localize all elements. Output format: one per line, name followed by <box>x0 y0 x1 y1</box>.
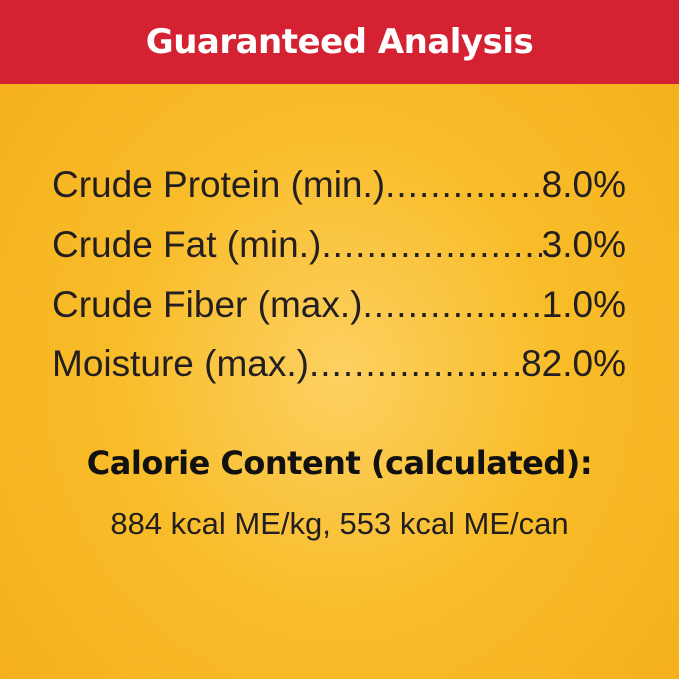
analysis-label: Crude Fat (min.) <box>52 224 322 265</box>
analysis-row: Crude Fiber (max.) 1.0% <box>52 284 626 326</box>
analysis-value: 8.0% <box>541 164 626 205</box>
dot-leader <box>309 343 521 385</box>
analysis-label: Crude Protein (min.) <box>52 164 386 205</box>
analysis-value: 3.0% <box>541 224 626 265</box>
analysis-value: 1.0% <box>541 284 626 325</box>
analysis-row: Moisture (max.) 82.0% <box>52 343 626 385</box>
calorie-title: Calorie Content (calculated): <box>86 444 593 482</box>
header-banner: Guaranteed Analysis <box>0 0 679 84</box>
dot-leader <box>321 224 541 266</box>
analysis-value: 82.0% <box>521 343 626 384</box>
calorie-value: 884 kcal ME/kg, 553 kcal ME/can <box>110 506 569 541</box>
dot-leader <box>385 164 542 206</box>
analysis-label: Moisture (max.) <box>52 343 309 384</box>
analysis-label: Crude Fiber (max.) <box>52 284 363 325</box>
page-title: Guaranteed Analysis <box>145 22 534 62</box>
dot-leader <box>362 284 541 326</box>
analysis-row: Crude Fat (min.) 3.0% <box>52 224 626 266</box>
analysis-row: Crude Protein (min.) 8.0% <box>52 164 626 206</box>
